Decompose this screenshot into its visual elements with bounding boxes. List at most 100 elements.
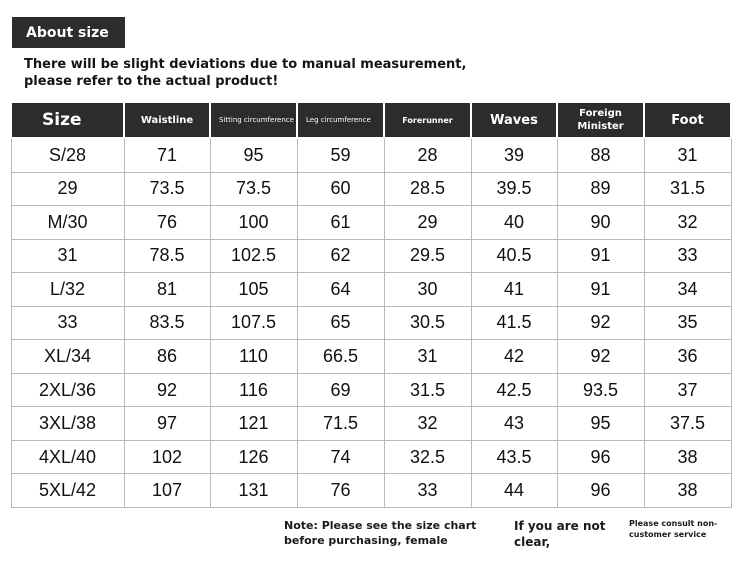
measurement-cell: 105 bbox=[209, 272, 298, 307]
measurement-cell: 61 bbox=[296, 205, 385, 240]
column-header-foot: Foot bbox=[643, 101, 732, 139]
measurement-cell: 86 bbox=[123, 339, 211, 374]
measurement-cell: 36 bbox=[643, 339, 732, 374]
table-row: 29 73.5 73.5 60 28.5 39.5 89 31.5 bbox=[10, 171, 732, 207]
measurement-cell: 42 bbox=[470, 339, 558, 374]
measurement-cell: 76 bbox=[296, 473, 385, 508]
measurement-cell: 31 bbox=[643, 137, 732, 173]
measurement-cell: 34 bbox=[643, 272, 732, 307]
column-header-size: Size bbox=[10, 101, 125, 139]
size-cell: 5XL/42 bbox=[10, 473, 125, 508]
table-row: XL/34 86 110 66.5 31 42 92 36 bbox=[10, 339, 732, 374]
measurement-cell: 29 bbox=[383, 205, 472, 240]
measurement-cell: 33 bbox=[383, 473, 472, 508]
size-cell: 33 bbox=[10, 305, 125, 341]
measurement-cell: 31 bbox=[383, 339, 472, 374]
table-row: 4XL/40 102 126 74 32.5 43.5 96 38 bbox=[10, 439, 732, 475]
measurement-cell: 59 bbox=[296, 137, 385, 173]
size-cell: S/28 bbox=[10, 137, 125, 173]
measurement-cell: 95 bbox=[209, 137, 298, 173]
column-header-waves: Waves bbox=[470, 101, 558, 139]
size-cell: M/30 bbox=[10, 205, 125, 240]
measurement-cell: 31.5 bbox=[643, 171, 732, 207]
size-cell: 3XL/38 bbox=[10, 406, 125, 441]
measurement-cell: 91 bbox=[556, 238, 645, 274]
measurement-cell: 121 bbox=[209, 406, 298, 441]
measurement-cell: 96 bbox=[556, 473, 645, 508]
measurement-cell: 88 bbox=[556, 137, 645, 173]
measurement-cell: 90 bbox=[556, 205, 645, 240]
measurement-cell: 33 bbox=[643, 238, 732, 274]
measurement-cell: 30 bbox=[383, 272, 472, 307]
measurement-cell: 66.5 bbox=[296, 339, 385, 374]
size-cell: XL/34 bbox=[10, 339, 125, 374]
measurement-cell: 41.5 bbox=[470, 305, 558, 341]
measurement-cell: 73.5 bbox=[209, 171, 298, 207]
measurement-cell: 71 bbox=[123, 137, 211, 173]
measurement-cell: 96 bbox=[556, 439, 645, 475]
table-row: 33 83.5 107.5 65 30.5 41.5 92 35 bbox=[10, 305, 732, 341]
measurement-cell: 40.5 bbox=[470, 238, 558, 274]
measurement-cell: 73.5 bbox=[123, 171, 211, 207]
measurement-cell: 28.5 bbox=[383, 171, 472, 207]
measurement-cell: 43.5 bbox=[470, 439, 558, 475]
measurement-cell: 29.5 bbox=[383, 238, 472, 274]
measurement-cell: 92 bbox=[123, 372, 211, 408]
measurement-cell: 131 bbox=[209, 473, 298, 508]
measurement-cell: 42.5 bbox=[470, 372, 558, 408]
measurement-cell: 38 bbox=[643, 439, 732, 475]
column-header-foreign-minister: Foreign Minister bbox=[556, 101, 645, 139]
table-row: 2XL/36 92 116 69 31.5 42.5 93.5 37 bbox=[10, 372, 732, 408]
measurement-cell: 100 bbox=[209, 205, 298, 240]
measurement-cell: 38 bbox=[643, 473, 732, 508]
measurement-cell: 126 bbox=[209, 439, 298, 475]
column-header-forerunner: Forerunner bbox=[383, 101, 472, 139]
measurement-cell: 116 bbox=[209, 372, 298, 408]
size-cell: L/32 bbox=[10, 272, 125, 307]
footer-note-consult-service: Please consult non-customer service bbox=[629, 519, 718, 539]
measurement-cell: 32.5 bbox=[383, 439, 472, 475]
about-size-badge: About size bbox=[12, 17, 125, 48]
measurement-cell: 93.5 bbox=[556, 372, 645, 408]
size-cell: 31 bbox=[10, 238, 125, 274]
measurement-cell: 71.5 bbox=[296, 406, 385, 441]
measurement-cell: 78.5 bbox=[123, 238, 211, 274]
measurement-cell: 40 bbox=[470, 205, 558, 240]
measurement-cell: 32 bbox=[383, 406, 472, 441]
measurement-cell: 81 bbox=[123, 272, 211, 307]
measurement-cell: 39 bbox=[470, 137, 558, 173]
measurement-cell: 37 bbox=[643, 372, 732, 408]
measurement-cell: 65 bbox=[296, 305, 385, 341]
measurement-cell: 110 bbox=[209, 339, 298, 374]
table-row: M/30 76 100 61 29 40 90 32 bbox=[10, 205, 732, 240]
measurement-cell: 74 bbox=[296, 439, 385, 475]
measurement-cell: 107.5 bbox=[209, 305, 298, 341]
measurement-notice: There will be slight deviations due to m… bbox=[24, 57, 467, 89]
measurement-cell: 102 bbox=[123, 439, 211, 475]
measurement-cell: 97 bbox=[123, 406, 211, 441]
size-cell: 2XL/36 bbox=[10, 372, 125, 408]
measurement-cell: 60 bbox=[296, 171, 385, 207]
measurement-cell: 43 bbox=[470, 406, 558, 441]
column-header-waistline: Waistline bbox=[123, 101, 211, 139]
size-table: Size Waistline Sitting circumference Leg… bbox=[10, 101, 732, 508]
measurement-cell: 89 bbox=[556, 171, 645, 207]
measurement-cell: 30.5 bbox=[383, 305, 472, 341]
footer-note-not-clear: If you are not clear, bbox=[514, 519, 606, 549]
measurement-cell: 107 bbox=[123, 473, 211, 508]
measurement-cell: 32 bbox=[643, 205, 732, 240]
column-header-leg-circumference: Leg circumference bbox=[296, 101, 385, 139]
header-row: Size Waistline Sitting circumference Leg… bbox=[10, 101, 732, 139]
measurement-cell: 95 bbox=[556, 406, 645, 441]
table-row: 3XL/38 97 121 71.5 32 43 95 37.5 bbox=[10, 406, 732, 441]
measurement-cell: 39.5 bbox=[470, 171, 558, 207]
measurement-cell: 44 bbox=[470, 473, 558, 508]
size-table-body: S/28 71 95 59 28 39 88 31 29 73.5 73.5 60 28.5 39.5 89… bbox=[10, 137, 732, 508]
measurement-cell: 69 bbox=[296, 372, 385, 408]
measurement-cell: 28 bbox=[383, 137, 472, 173]
column-header-sitting-circumference: Sitting circumference bbox=[209, 101, 298, 139]
table-row: 31 78.5 102.5 62 29.5 40.5 91 33 bbox=[10, 238, 732, 274]
size-cell: 29 bbox=[10, 171, 125, 207]
measurement-cell: 64 bbox=[296, 272, 385, 307]
measurement-cell: 76 bbox=[123, 205, 211, 240]
